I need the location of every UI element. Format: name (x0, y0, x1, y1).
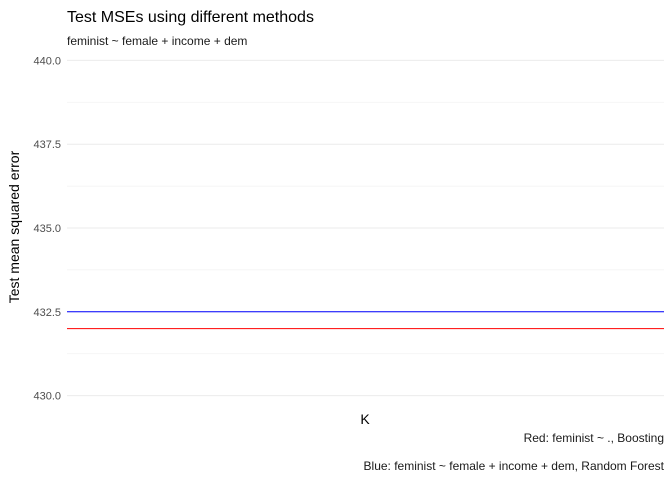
y-tick-label: 440.0 (33, 55, 61, 67)
caption-red: Red: feminist ~ ., Boosting (524, 431, 664, 445)
y-tick-label: 430.0 (33, 391, 61, 403)
y-tick-label: 437.5 (33, 139, 61, 151)
x-axis-title: K (360, 411, 370, 427)
tick-layer: 430.0 432.5 435.0 437.5 440.0 (33, 55, 61, 402)
y-tick-label: 435.0 (33, 223, 61, 235)
series-layer (67, 311, 664, 330)
chart-title: Test MSEs using different methods (67, 9, 314, 26)
y-tick-label: 432.5 (33, 307, 61, 319)
chart-subtitle: feminist ~ female + income + dem (67, 34, 247, 48)
grid-layer (67, 59, 664, 397)
y-axis-title: Test mean squared error (6, 150, 22, 303)
caption-blue: Blue: feminist ~ female + income + dem, … (364, 459, 665, 473)
